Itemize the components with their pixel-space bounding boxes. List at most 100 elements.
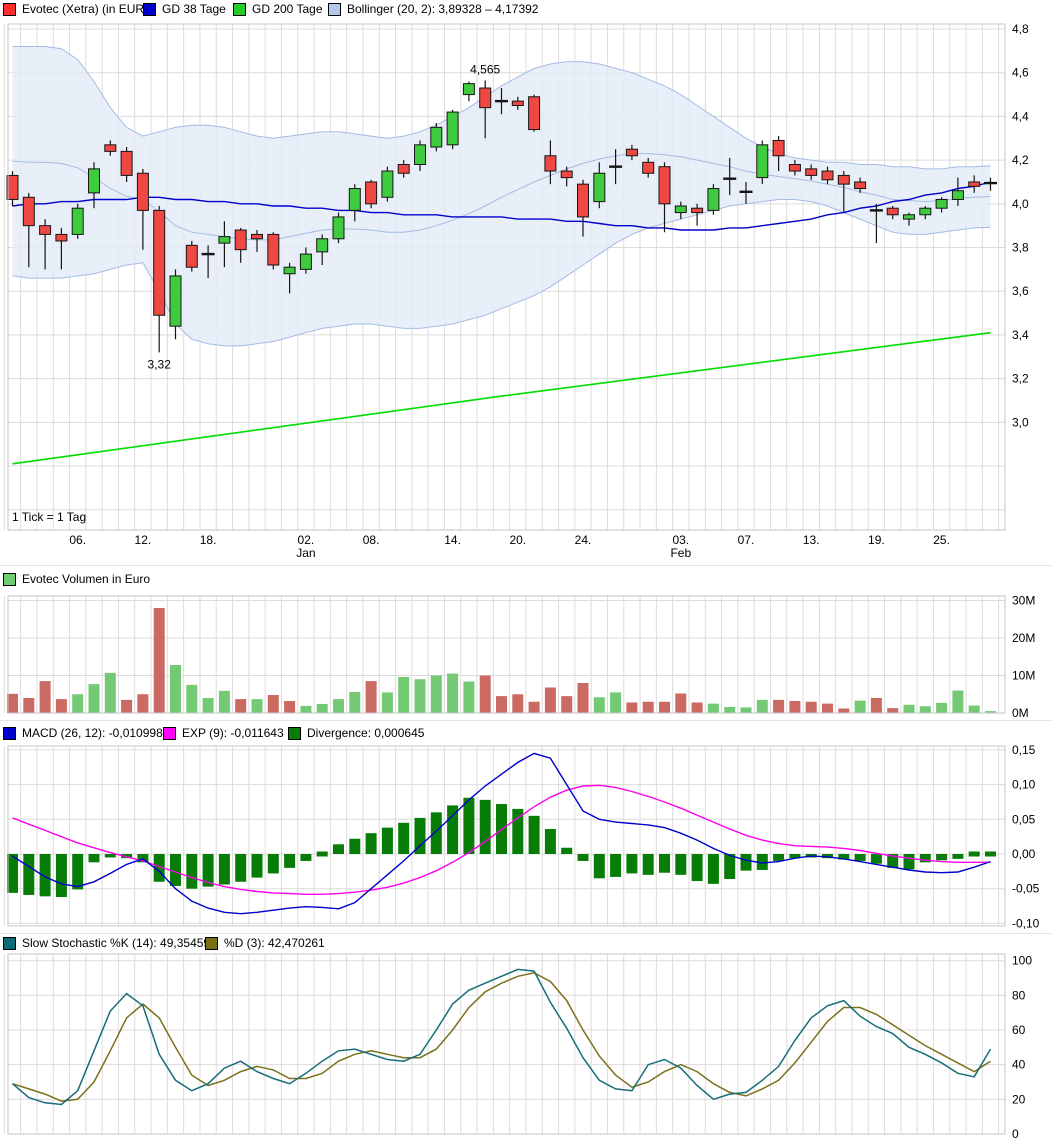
volume-bar <box>463 681 475 713</box>
volume-bar <box>724 707 736 713</box>
divergence-bar <box>756 854 768 870</box>
volume-bar <box>593 697 605 713</box>
axis-label: 06. <box>69 533 86 547</box>
candle-body <box>136 172 149 211</box>
divergence-bar <box>724 854 736 879</box>
divergence-bar <box>952 854 964 859</box>
divergence-bar <box>39 854 51 897</box>
divergence-swatch-icon <box>288 726 301 740</box>
candle-body <box>658 166 671 205</box>
stochastic-chart: 100 80 60 40 20 0 <box>3 953 1032 1141</box>
volume-bar <box>235 699 247 713</box>
candle-body <box>674 205 687 214</box>
candle-body <box>414 144 426 165</box>
candle-body <box>251 233 263 240</box>
volume-bar <box>186 684 198 713</box>
legend-label: Bollinger (20, 2): 3,89328 – 4,17392 <box>347 2 539 16</box>
divergence-bar <box>968 851 980 857</box>
candle-body <box>854 181 867 190</box>
candle-body <box>430 126 443 148</box>
volume-bar <box>756 699 768 713</box>
axis-label: 4,6 <box>1012 66 1029 80</box>
volume-bar <box>854 700 866 713</box>
stoch-d-swatch-icon <box>205 936 218 950</box>
axis-label: 4,565 <box>470 62 500 76</box>
axis-label: 3,6 <box>1012 284 1029 298</box>
price-panel: Evotec (Xetra) (in EUR) GD 38 Tage GD 20… <box>0 0 1052 565</box>
volume-bar <box>7 693 18 713</box>
volume-bar <box>104 672 116 713</box>
candle-body <box>968 181 981 187</box>
candle-body <box>951 190 964 200</box>
volume-bar <box>300 705 312 713</box>
candle-body <box>348 188 361 211</box>
divergence-bar <box>561 847 573 854</box>
candle-body <box>593 172 606 203</box>
candle-body <box>544 155 557 172</box>
axis-label: 0,10 <box>1012 778 1036 792</box>
volume-bar <box>887 708 899 713</box>
volume-bar <box>55 699 67 713</box>
axis-label: 02. <box>298 533 315 547</box>
volume-bar <box>707 703 719 713</box>
legend-item-stoch-d: %D (3): 42,470261 <box>205 936 325 950</box>
macd-panel: MACD (26, 12): -0,010998 EXP (9): -0,011… <box>0 720 1052 934</box>
axis-label: 0,00 <box>1012 847 1036 861</box>
volume-bar <box>496 696 507 713</box>
stochastic-legend: Slow Stochastic %K (14): 49,354594 %D (3… <box>0 934 1052 954</box>
divergence-bar <box>333 844 344 854</box>
axis-label: -0,10 <box>1012 916 1040 930</box>
volume-bar <box>659 701 670 713</box>
candle-body <box>560 170 573 179</box>
legend-item-gd200: GD 200 Tage <box>233 2 323 16</box>
legend-label: MACD (26, 12): -0,010998 <box>22 726 163 740</box>
candle-body <box>756 144 769 179</box>
divergence-bar <box>7 854 18 893</box>
candle-body <box>397 163 410 174</box>
candle-body <box>511 100 524 107</box>
divergence-bar <box>985 851 996 857</box>
stoch-d-line <box>12 972 991 1102</box>
divergence-bar <box>218 854 230 885</box>
axis-label: 1 Tick = 1 Tag <box>12 510 86 524</box>
axis-label: 10M <box>1012 669 1035 683</box>
candle-body <box>625 148 638 157</box>
volume-bar <box>349 692 361 713</box>
divergence-bar <box>577 854 589 861</box>
divergence-bar <box>104 854 116 858</box>
bollinger-swatch-icon <box>328 2 341 16</box>
divergence-bar <box>936 854 948 861</box>
volume-bar <box>170 665 181 713</box>
volume-bar <box>952 690 964 713</box>
axis-label: 03. <box>672 533 689 547</box>
legend-label: GD 38 Tage <box>162 2 226 16</box>
axis-label: 3,4 <box>1012 328 1029 342</box>
axis-label: 25. <box>933 533 950 547</box>
divergence-bar <box>870 854 882 864</box>
divergence-bar <box>235 854 247 882</box>
candle-body <box>365 181 378 205</box>
divergence-bar <box>23 854 35 895</box>
candle-body <box>267 233 280 266</box>
volume-bar <box>789 701 801 713</box>
axis-label: 07. <box>738 533 755 547</box>
volume-bar <box>218 690 230 713</box>
volume-bar <box>121 699 133 713</box>
divergence-bar <box>610 854 622 877</box>
legend-item-bollinger: Bollinger (20, 2): 3,89328 – 4,17392 <box>328 2 538 16</box>
divergence-bar <box>593 854 605 879</box>
axis-label: 80 <box>1012 988 1026 1002</box>
volume-bar <box>822 703 833 713</box>
divergence-bar <box>512 808 524 854</box>
legend-item-gd38: GD 38 Tage <box>143 2 226 16</box>
gd38-swatch-icon <box>143 2 156 16</box>
axis-label: 4,8 <box>1012 22 1029 36</box>
divergence-bar <box>479 799 491 854</box>
volume-panel: Evotec Volumen in Euro 30M 20M 10M 0M <box>0 565 1052 721</box>
bollinger-upper <box>12 46 991 170</box>
volume-legend: Evotec Volumen in Euro <box>0 566 1052 586</box>
axis-label: 24. <box>575 533 592 547</box>
divergence-bar <box>659 854 670 873</box>
divergence-bar <box>463 797 475 854</box>
divergence-bar <box>919 854 931 863</box>
